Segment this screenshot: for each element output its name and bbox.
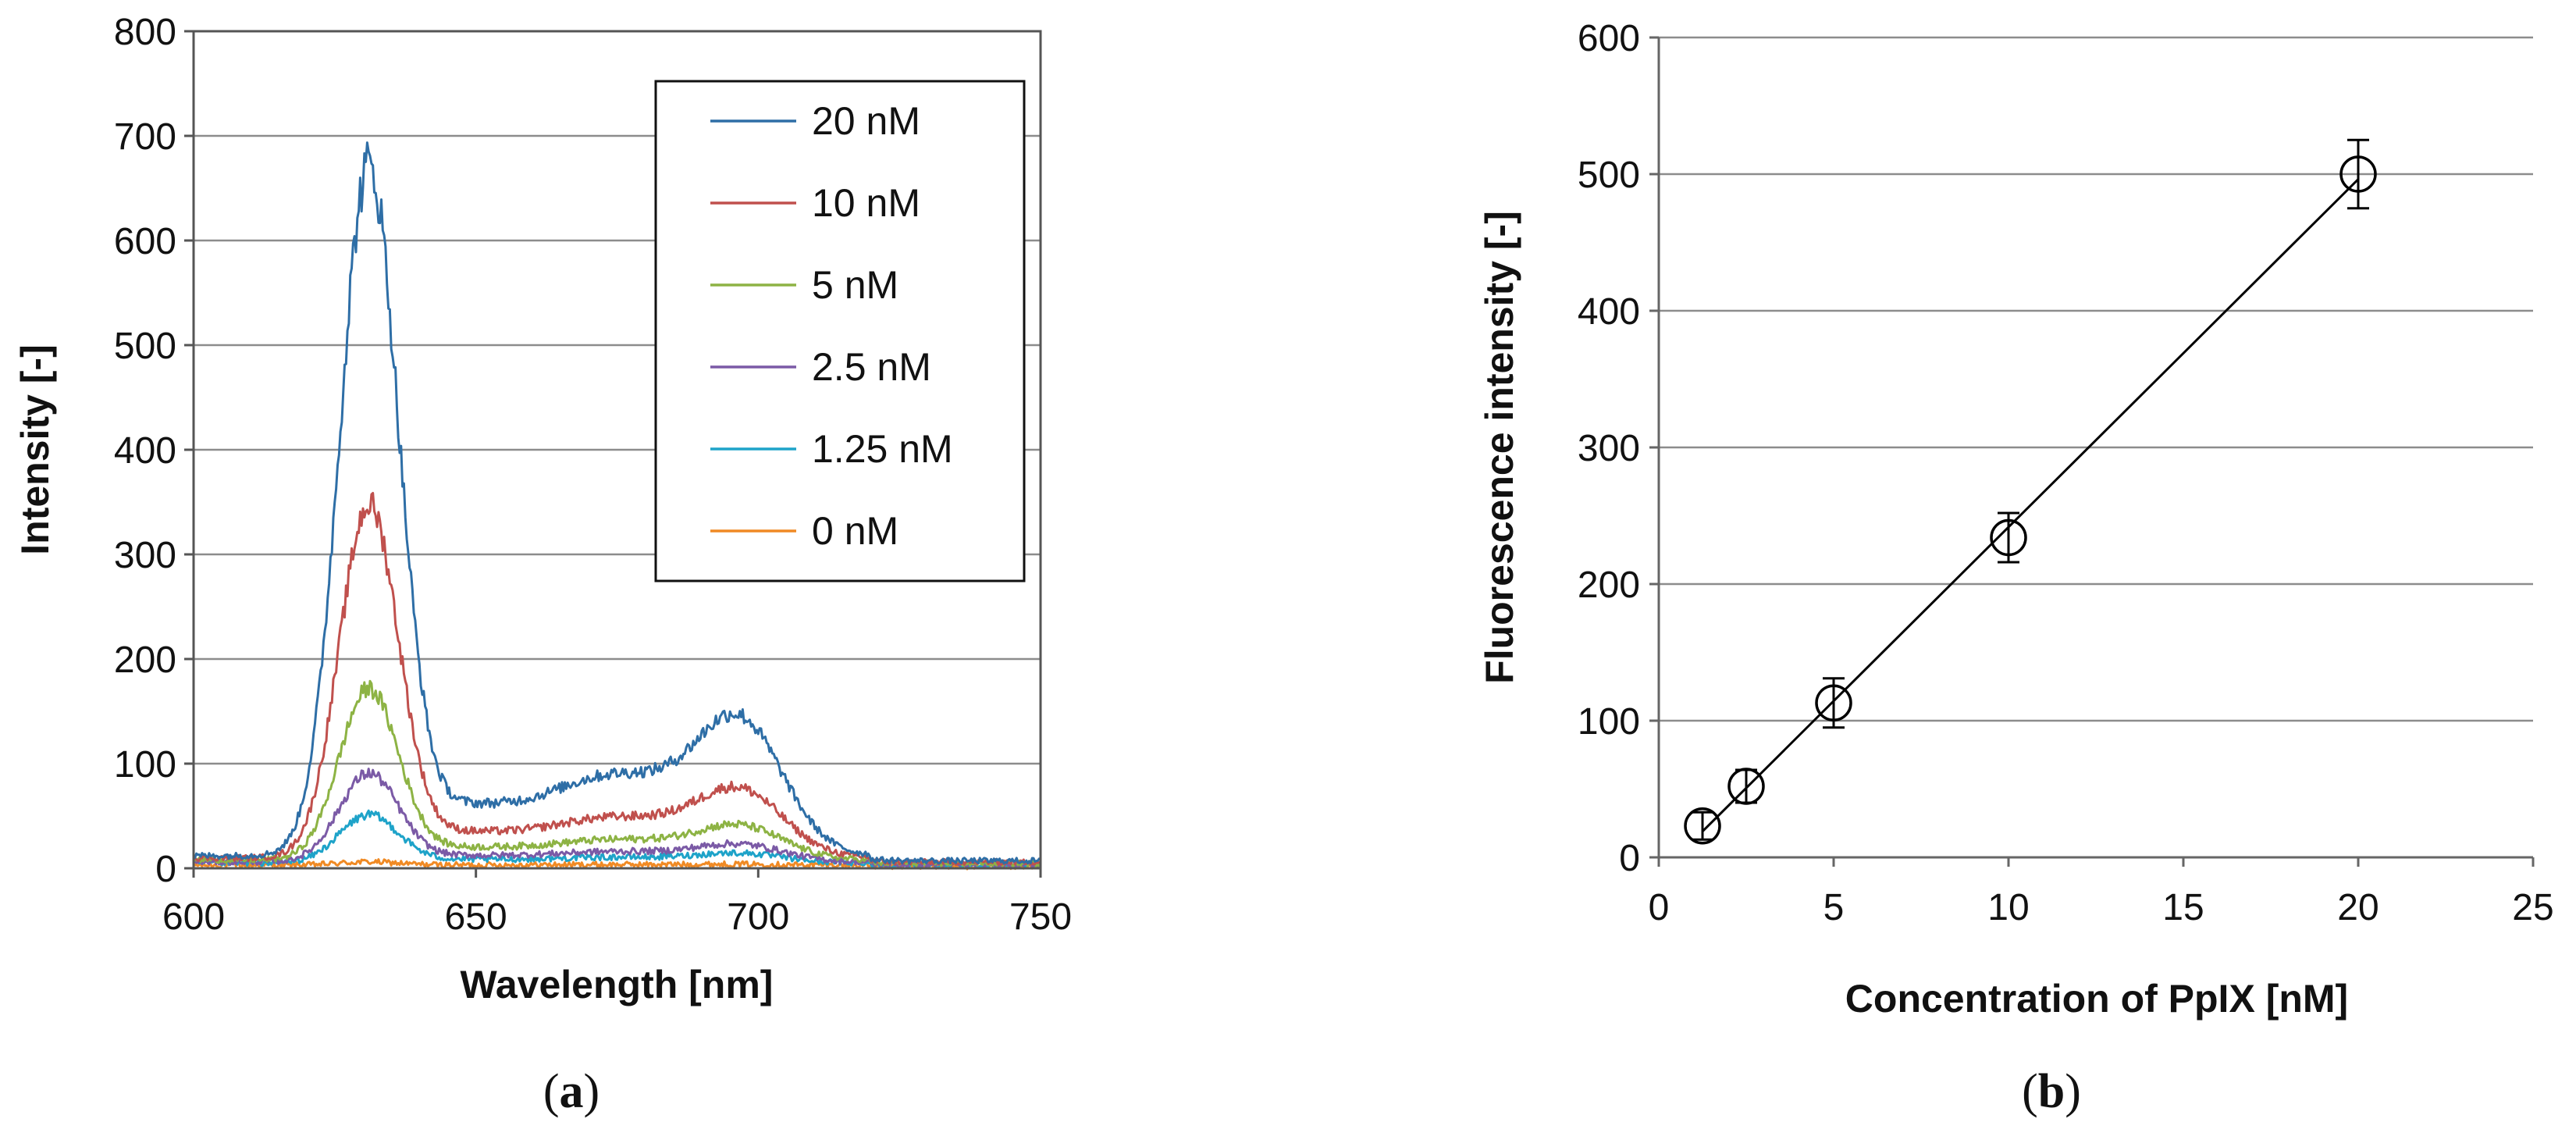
legend-label: 2.5 nM bbox=[812, 345, 931, 389]
spectrum-line-10-nm bbox=[193, 492, 1041, 866]
panel-b-x-tick-label: 10 bbox=[1987, 887, 2029, 928]
panel-b-y-tick-labels: 0 100 200 300 400 500 600 bbox=[1578, 18, 1640, 879]
legend-label: 5 nM bbox=[812, 263, 898, 307]
data-point-marker bbox=[1815, 684, 1852, 721]
panel-a-spectra-chart: 0 100 200 300 400 500 600 700 800 600 650 700 750 W… bbox=[13, 12, 1072, 1118]
panel-b-x-tick-label: 5 bbox=[1823, 887, 1845, 928]
data-point-marker bbox=[2339, 155, 2377, 193]
panel-a-y-tick-label: 800 bbox=[114, 12, 176, 53]
panel-b-x-tick-label: 0 bbox=[1649, 887, 1670, 928]
legend-label: 10 nM bbox=[812, 181, 920, 225]
panel-b-calibration-chart: 0 100 200 300 400 500 600 0 5 10 15 20 25 Concentra… bbox=[1478, 18, 2554, 1118]
panel-b-x-tick-labels: 0 5 10 15 20 25 bbox=[1649, 887, 2554, 928]
panel-b-x-tick-label: 20 bbox=[2337, 887, 2379, 928]
legend-label: 0 nM bbox=[812, 509, 898, 553]
legend-box bbox=[654, 80, 1026, 582]
data-point-marker bbox=[1684, 807, 1721, 845]
panel-b-gridlines bbox=[1649, 36, 2535, 867]
spectrum-line-20-nm bbox=[192, 141, 1041, 865]
panel-a-y-tick-label: 100 bbox=[114, 744, 176, 786]
panel-a-y-tick-label: 200 bbox=[114, 639, 176, 681]
panel-a-x-tick-label: 600 bbox=[162, 896, 225, 938]
linear-trendline bbox=[1701, 178, 2360, 832]
panel-b-y-tick-label: 200 bbox=[1578, 565, 1640, 606]
panel-a-x-tick-label: 750 bbox=[1009, 896, 1072, 938]
panel-b-trendline-group bbox=[1701, 178, 2360, 832]
panel-b-y-tick-label: 400 bbox=[1578, 291, 1640, 333]
panel-a-x-tick-label: 700 bbox=[727, 896, 789, 938]
panel-a-y-tick-label: 700 bbox=[114, 116, 176, 158]
legend-label: 1.25 nM bbox=[812, 427, 953, 471]
legend-label: 20 nM bbox=[812, 99, 920, 143]
panel-a-y-tick-label: 300 bbox=[114, 535, 176, 576]
panel-a-plot-border bbox=[192, 30, 1042, 870]
panel-a-series-group bbox=[192, 141, 1042, 871]
panel-a-label: (a) bbox=[543, 1065, 600, 1118]
panel-a-y-tick-label: 600 bbox=[114, 221, 176, 262]
panel-a-x-tick-labels: 600 650 700 750 bbox=[162, 896, 1072, 938]
data-point-marker bbox=[1727, 768, 1765, 805]
panel-a-y-tick-label: 0 bbox=[155, 849, 176, 890]
panel-a-y-axis-title: Intensity [-] bbox=[13, 344, 57, 554]
panel-a-y-tick-labels: 0 100 200 300 400 500 600 700 800 bbox=[114, 12, 176, 890]
panel-a-y-tick-label: 400 bbox=[114, 430, 176, 472]
panel-b-points-group bbox=[1684, 138, 2377, 845]
panel-a-x-tick-label: 650 bbox=[445, 896, 507, 938]
panel-b-x-tick-label: 25 bbox=[2512, 887, 2553, 928]
panel-b-y-tick-label: 100 bbox=[1578, 701, 1640, 743]
panel-b-y-tick-label: 600 bbox=[1578, 18, 1640, 59]
panel-b-y-tick-label: 500 bbox=[1578, 155, 1640, 196]
panel-b-y-tick-label: 300 bbox=[1578, 428, 1640, 469]
panel-b-y-tick-label: 0 bbox=[1619, 838, 1640, 879]
panel-b-x-tick-label: 15 bbox=[2162, 887, 2204, 928]
panel-b-x-axis-title: Concentration of PpIX [nM] bbox=[1845, 977, 2348, 1021]
panel-b-y-axis-title: Fluorescence intensity [-] bbox=[1478, 211, 1521, 684]
data-point-marker bbox=[1990, 518, 2027, 557]
panel-a-x-axis-title: Wavelength [nm] bbox=[461, 963, 774, 1006]
panel-b-label: (b) bbox=[2022, 1065, 2081, 1118]
panel-a-legend: 20 nM 10 nM 5 nM 2.5 nM 1.25 nM 0 nM bbox=[654, 80, 1026, 582]
panel-a-y-tick-label: 500 bbox=[114, 326, 176, 367]
